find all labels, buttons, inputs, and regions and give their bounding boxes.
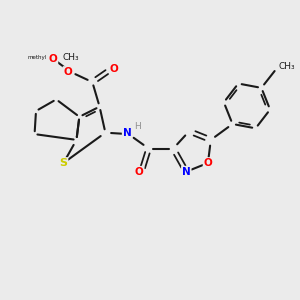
Text: N: N [123, 128, 131, 138]
Text: O: O [204, 158, 212, 168]
Text: S: S [59, 158, 68, 168]
Text: O: O [63, 67, 72, 77]
Text: N: N [182, 167, 190, 177]
Text: CH₃: CH₃ [279, 62, 296, 71]
Text: CH₃: CH₃ [62, 53, 79, 62]
Text: O: O [49, 54, 58, 64]
Text: H: H [134, 122, 140, 130]
Text: O: O [110, 64, 118, 74]
Text: O: O [135, 167, 143, 177]
Text: methyl: methyl [28, 55, 47, 60]
